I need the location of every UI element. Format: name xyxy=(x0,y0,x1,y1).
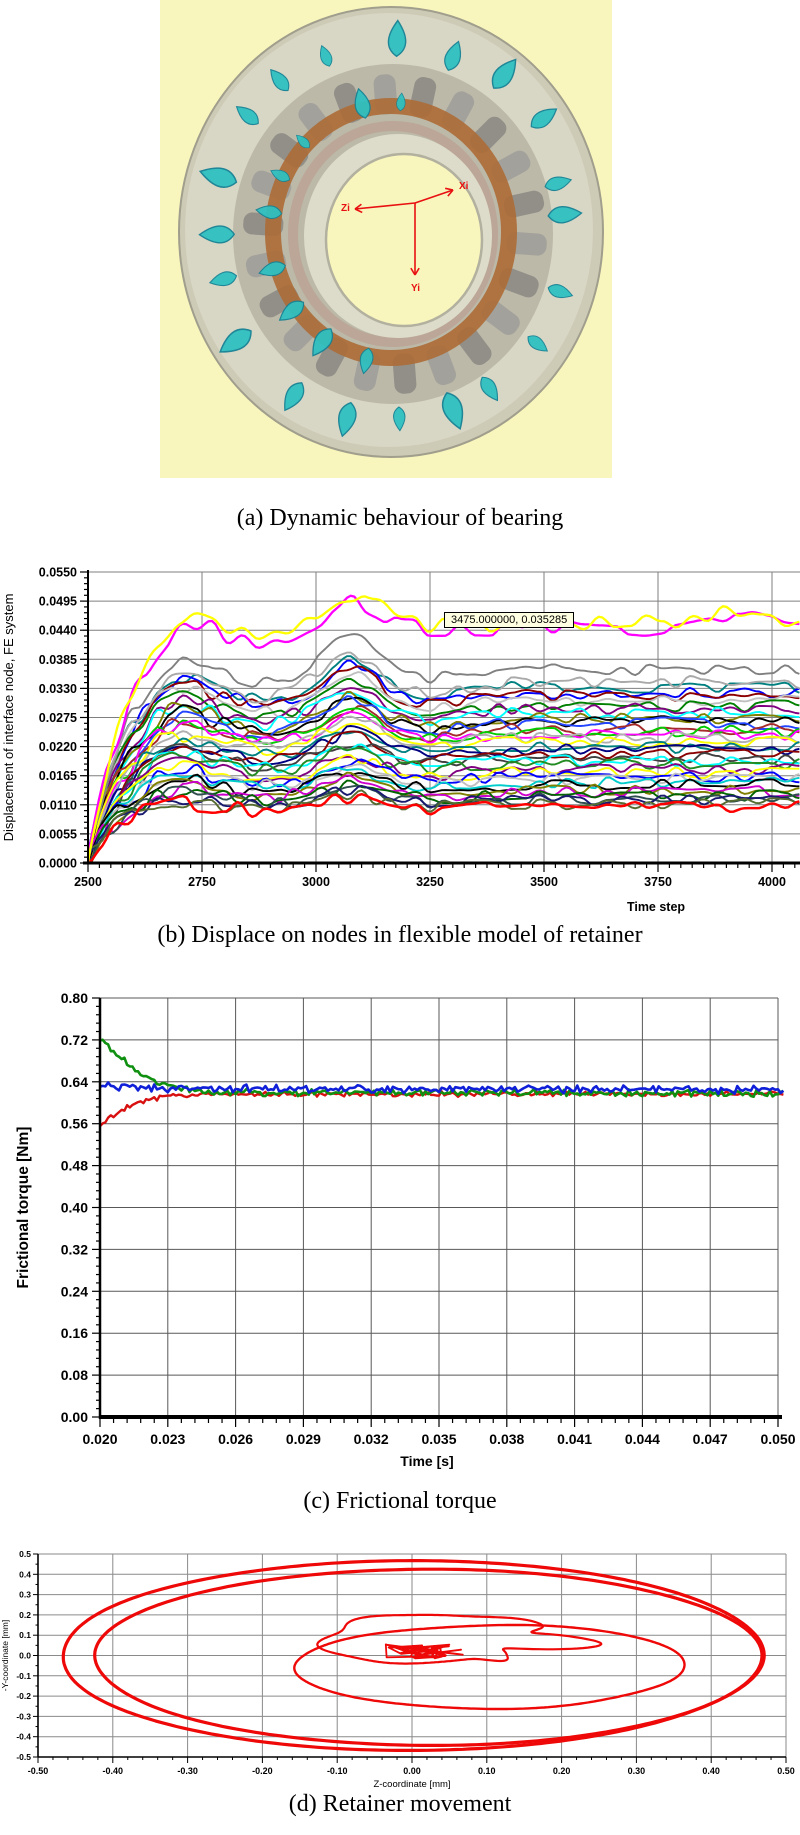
svg-text:0.026: 0.026 xyxy=(218,1431,253,1447)
svg-text:0.0495: 0.0495 xyxy=(39,595,77,609)
svg-text:-0.3: -0.3 xyxy=(16,1711,31,1721)
svg-text:0.035: 0.035 xyxy=(421,1431,456,1447)
svg-text:0.0000: 0.0000 xyxy=(39,857,77,871)
svg-text:-0.10: -0.10 xyxy=(327,1766,348,1776)
svg-text:0.10: 0.10 xyxy=(478,1766,496,1776)
retainer-movement-chart: 0.5 0.4 0.3 0.2 0.1 0.0 -0.1 -0.2 -0.3 -0.4 -0.5 -0… xyxy=(0,1549,795,1790)
svg-text:0.0440: 0.0440 xyxy=(39,624,77,638)
svg-text:0.5: 0.5 xyxy=(19,1549,31,1559)
svg-text:0.0330: 0.0330 xyxy=(39,682,77,696)
svg-text:-0.2: -0.2 xyxy=(16,1691,31,1701)
svg-text:0.020: 0.020 xyxy=(82,1431,117,1447)
svg-text:0.4: 0.4 xyxy=(19,1569,31,1579)
svg-text:0.023: 0.023 xyxy=(150,1431,185,1447)
svg-text:-0.20: -0.20 xyxy=(252,1766,273,1776)
svg-text:-0.5: -0.5 xyxy=(16,1752,31,1762)
svg-text:2500: 2500 xyxy=(74,875,102,889)
grid-c xyxy=(100,997,779,1417)
axes-d xyxy=(33,1553,787,1763)
bearing-3d-render: Zi Xi Yi xyxy=(160,0,612,478)
caption-d: (d) Retainer movement xyxy=(288,1791,512,1817)
triad-label-z: Zi xyxy=(341,203,350,214)
svg-text:0.72: 0.72 xyxy=(61,1032,88,1048)
svg-text:-0.40: -0.40 xyxy=(103,1766,124,1776)
svg-text:0.00: 0.00 xyxy=(61,1409,88,1425)
series-b xyxy=(86,594,800,864)
svg-text:-0.30: -0.30 xyxy=(177,1766,198,1776)
svg-text:0.0: 0.0 xyxy=(19,1651,31,1661)
displacement-chart: 0.0000 0.0055 0.0110 0.0165 0.0220 0.0275 0.03… xyxy=(1,566,800,915)
bearing-image: Zi Xi Yi xyxy=(160,0,612,478)
frictional-torque-chart: 0.00 0.08 0.16 0.24 0.32 0.40 0.48 0.56 0.64 0.72… xyxy=(15,990,796,1469)
svg-text:0.3: 0.3 xyxy=(19,1590,31,1600)
svg-text:0.0275: 0.0275 xyxy=(39,711,77,725)
x-axis-label-b: Time step xyxy=(627,900,685,914)
svg-text:3000: 3000 xyxy=(302,875,330,889)
svg-text:0.041: 0.041 xyxy=(557,1431,592,1447)
svg-text:0.044: 0.044 xyxy=(625,1431,660,1447)
svg-text:0.24: 0.24 xyxy=(61,1283,88,1299)
svg-text:3750: 3750 xyxy=(644,875,672,889)
svg-text:0.0550: 0.0550 xyxy=(39,566,77,580)
svg-text:0.48: 0.48 xyxy=(61,1158,88,1174)
svg-text:0.50: 0.50 xyxy=(777,1766,795,1776)
svg-text:0.64: 0.64 xyxy=(61,1074,88,1090)
svg-text:0.1: 0.1 xyxy=(19,1630,31,1640)
svg-text:2750: 2750 xyxy=(188,875,216,889)
y-axis-label-b: Displacement of interface node, FE syste… xyxy=(1,594,16,842)
svg-text:0.30: 0.30 xyxy=(628,1766,646,1776)
x-axis-label-c: Time [s] xyxy=(400,1453,453,1469)
svg-text:0.56: 0.56 xyxy=(61,1116,88,1132)
svg-text:3250: 3250 xyxy=(416,875,444,889)
coordinate-triad: Zi Xi Yi xyxy=(341,181,469,294)
labels-d: 0.5 0.4 0.3 0.2 0.1 0.0 -0.1 -0.2 -0.3 -0.4 -0.5 -0… xyxy=(0,1549,795,1790)
y-axis-label-c: Frictional torque [Nm] xyxy=(15,1127,32,1289)
svg-text:0.20: 0.20 xyxy=(553,1766,571,1776)
svg-text:0.80: 0.80 xyxy=(61,990,88,1006)
svg-text:0.32: 0.32 xyxy=(61,1241,88,1257)
caption-a: (a) Dynamic behaviour of bearing xyxy=(236,505,564,531)
labels-c: 0.00 0.08 0.16 0.24 0.32 0.40 0.48 0.56 0.64 0.72… xyxy=(15,990,796,1469)
triad-label-x: Xi xyxy=(459,181,469,192)
orbit-d xyxy=(61,1559,766,1752)
svg-text:0.047: 0.047 xyxy=(693,1431,728,1447)
svg-text:0.050: 0.050 xyxy=(760,1431,795,1447)
caption-c: (c) Frictional torque xyxy=(303,1488,497,1514)
y-axis-label-d: -Y-coordinate [mm] xyxy=(0,1620,10,1692)
svg-text:0.032: 0.032 xyxy=(354,1431,389,1447)
svg-text:-0.50: -0.50 xyxy=(28,1766,49,1776)
axes-c xyxy=(92,997,782,1427)
svg-text:0.16: 0.16 xyxy=(61,1325,88,1341)
svg-text:0.0385: 0.0385 xyxy=(39,653,77,667)
data-readout-tooltip: 3475.000000, 0.035285 xyxy=(444,612,575,628)
svg-text:0.0165: 0.0165 xyxy=(39,769,77,783)
svg-text:-0.1: -0.1 xyxy=(16,1671,31,1681)
svg-text:0.038: 0.038 xyxy=(489,1431,524,1447)
svg-text:-0.4: -0.4 xyxy=(16,1732,31,1742)
series-c xyxy=(99,1038,785,1128)
svg-text:4000: 4000 xyxy=(758,875,786,889)
svg-text:0.00: 0.00 xyxy=(403,1766,421,1776)
svg-text:0.2: 0.2 xyxy=(19,1610,31,1620)
labels-b: 0.0000 0.0055 0.0110 0.0165 0.0220 0.0275 0.03… xyxy=(1,566,786,915)
caption-b: (b) Displace on nodes in flexible model … xyxy=(157,922,643,948)
svg-text:0.0110: 0.0110 xyxy=(39,798,77,812)
triad-label-y: Yi xyxy=(411,283,420,294)
svg-text:0.0055: 0.0055 xyxy=(39,827,77,841)
bearing-body xyxy=(178,6,604,458)
svg-text:0.08: 0.08 xyxy=(61,1367,88,1383)
x-axis-label-d: Z-coordinate [mm] xyxy=(373,1779,450,1790)
svg-text:0.0220: 0.0220 xyxy=(39,740,77,754)
axes-b xyxy=(80,570,800,872)
svg-text:0.40: 0.40 xyxy=(61,1200,88,1216)
grid-b xyxy=(83,571,800,863)
svg-text:3500: 3500 xyxy=(530,875,558,889)
svg-text:0.029: 0.029 xyxy=(286,1431,321,1447)
svg-text:0.40: 0.40 xyxy=(702,1766,720,1776)
